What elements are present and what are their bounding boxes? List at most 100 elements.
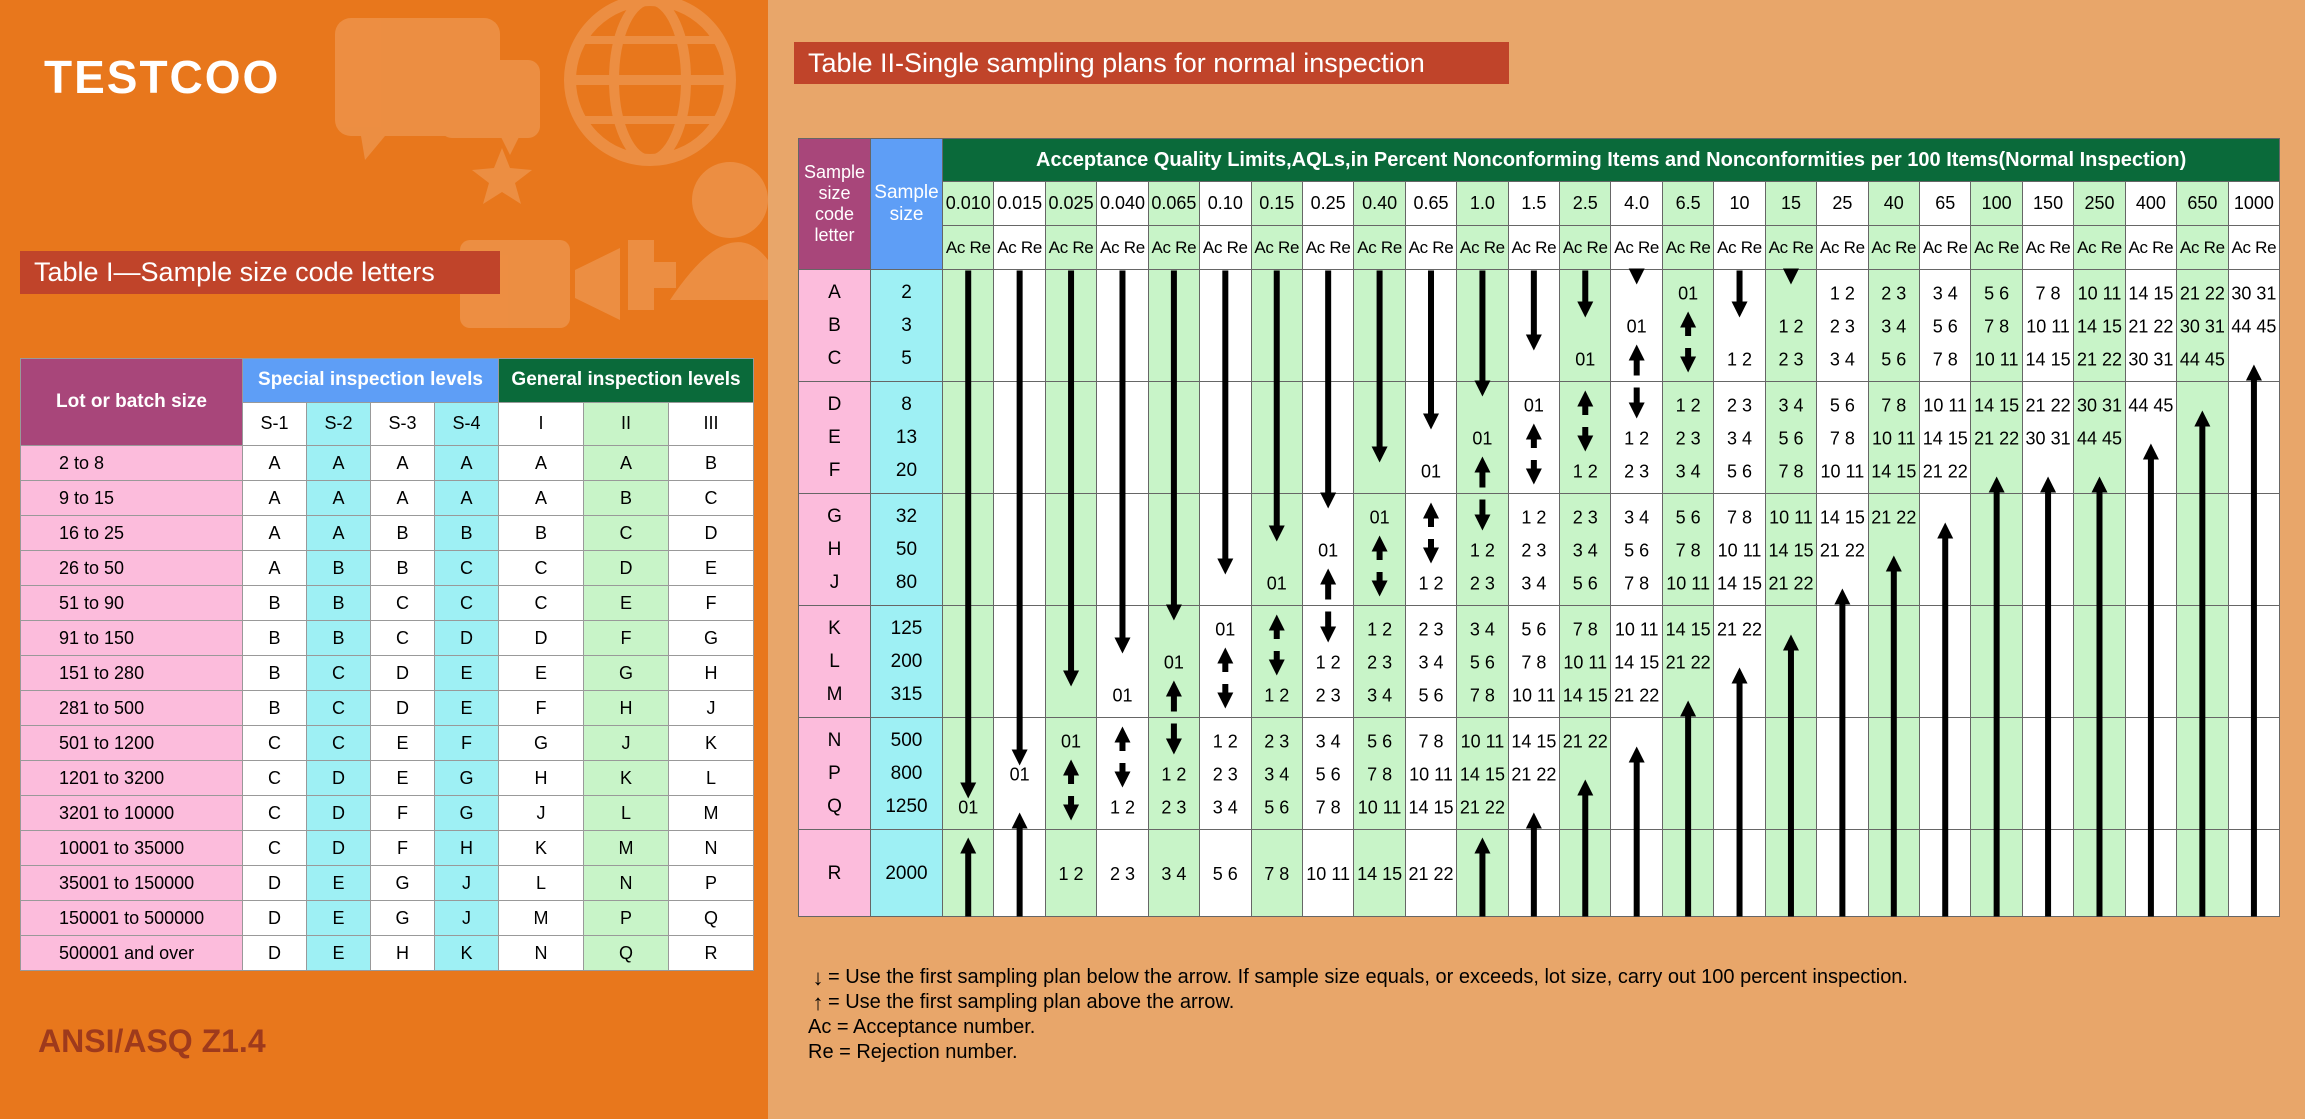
plan-cell xyxy=(1250,493,1303,606)
aql-value-cell: 25 xyxy=(1816,181,1869,226)
plan-cell xyxy=(1713,493,1766,606)
code-letter: C xyxy=(827,348,842,369)
code-letter-cell: G xyxy=(434,795,499,831)
code-letter-cell: N xyxy=(668,830,754,866)
plan-cell xyxy=(1507,381,1561,494)
code-letter-cell: B xyxy=(583,480,669,516)
lot-size-cell: 91 to 150 xyxy=(20,620,243,656)
aql-value-cell: 40 xyxy=(1867,181,1921,226)
plan-cell xyxy=(1661,381,1715,494)
level-header-iii: III xyxy=(668,401,754,446)
code-letter: N xyxy=(827,730,842,751)
code-letter-cell: H xyxy=(668,655,754,691)
plan-cell xyxy=(2176,269,2229,382)
plan-cell xyxy=(1404,829,1458,917)
plan-cell xyxy=(1713,717,1766,830)
lot-size-cell: 500001 and over xyxy=(20,935,243,971)
plan-cell xyxy=(1353,269,1406,382)
code-letter-cell: C xyxy=(370,620,435,656)
code-letter-cell: N xyxy=(498,935,584,971)
plan-cell xyxy=(1096,605,1149,718)
plan-cell xyxy=(2176,493,2229,606)
plan-cell xyxy=(993,717,1046,830)
code-letter-cell: G xyxy=(498,725,584,761)
plan-cell xyxy=(2073,269,2126,382)
plan-cell xyxy=(1713,381,1766,494)
lot-size-cell: 2 to 8 xyxy=(20,445,243,481)
code-letter-cell: E xyxy=(306,865,371,901)
plan-cell xyxy=(2176,605,2229,718)
code-letter-cell: E xyxy=(434,690,499,726)
plan-cell xyxy=(1044,605,1098,718)
plan-cell xyxy=(1250,381,1303,494)
plan-cell xyxy=(2227,717,2281,830)
aql-header: Acceptance Quality Limits,AQLs,in Percen… xyxy=(941,138,2281,182)
code-letter-cell: E xyxy=(370,760,435,796)
lot-size-cell: 281 to 500 xyxy=(20,690,243,726)
code-letter-cell: C xyxy=(434,585,499,621)
sample-sizes-cell: 2 3 5 xyxy=(870,269,943,382)
table2-title: Table II-Single sampling plans for norma… xyxy=(794,42,1509,84)
table-row: 281 to 500 B C D E F H J xyxy=(20,690,754,726)
aql-value-cell: 0.25 xyxy=(1301,181,1355,226)
code-letter-cell: B xyxy=(370,515,435,551)
plan-cell xyxy=(1867,605,1921,718)
plan-cell xyxy=(1456,381,1509,494)
code-letter-cell: C xyxy=(306,655,371,691)
ac-re-label-cell: Ac Re xyxy=(2227,225,2281,270)
code-letter-cell: A xyxy=(370,445,435,481)
code-letter-cell: D xyxy=(370,655,435,691)
aql-value-cell: 0.10 xyxy=(1199,181,1252,226)
code-letter-cell: J xyxy=(583,725,669,761)
sample-size: 2 xyxy=(901,282,912,303)
level-header-i: I xyxy=(498,401,584,446)
plan-cell xyxy=(1764,269,1818,382)
plan-cell xyxy=(941,493,995,606)
sample-size: 1250 xyxy=(885,796,928,817)
plan-cell xyxy=(1456,269,1509,382)
code-letter-cell: Q xyxy=(668,900,754,936)
code-letter-cell: B xyxy=(242,655,307,691)
plan-cell xyxy=(2227,381,2281,494)
plan-cell xyxy=(1250,269,1303,382)
code-letter-cell: A xyxy=(583,445,669,481)
plan-cell xyxy=(1147,381,1201,494)
level-header-ii: II xyxy=(583,401,669,446)
plan-group-row: G H J 32 50 80 xyxy=(798,493,2281,606)
table-row: 26 to 50 A B B C C D E xyxy=(20,550,754,586)
code-letter-cell: G xyxy=(668,620,754,656)
legend-note: Re = Rejection number. xyxy=(808,1040,1908,1065)
ac-re-label-cell: Ac Re xyxy=(2073,225,2126,270)
aql-value-cell: 0.15 xyxy=(1250,181,1303,226)
down-arrow-icon: ↓ xyxy=(812,965,824,990)
ac-re-label-cell: Ac Re xyxy=(1147,225,1201,270)
plan-cell xyxy=(2227,605,2281,718)
code-letter-cell: D xyxy=(668,515,754,551)
code-letter-table: Lot or batch size Special inspection lev… xyxy=(20,358,754,971)
ac-re-label-cell: Ac Re xyxy=(1507,225,1561,270)
plan-cell xyxy=(2073,493,2126,606)
code-letter-cell: M xyxy=(668,795,754,831)
code-letter-cell: C xyxy=(242,830,307,866)
table-row: 16 to 25 A A B B B C D xyxy=(20,515,754,551)
aql-value-cell: 6.5 xyxy=(1661,181,1715,226)
plan-cell xyxy=(993,605,1046,718)
plan-cell xyxy=(1044,381,1098,494)
table-row: 10001 to 35000 C D F H K M N xyxy=(20,830,754,866)
code-letter-cell: C xyxy=(242,795,307,831)
plan-cell xyxy=(1816,269,1869,382)
plan-cell xyxy=(1661,829,1715,917)
plan-group-row: K L M 125 200 315 xyxy=(798,605,2281,718)
ac-re-label-cell: Ac Re xyxy=(1713,225,1766,270)
code-letter-cell: A xyxy=(498,480,584,516)
lot-size-cell: 51 to 90 xyxy=(20,585,243,621)
plan-cell xyxy=(2227,269,2281,382)
plan-cell xyxy=(2073,717,2126,830)
aql-value-cell: 250 xyxy=(2073,181,2126,226)
ac-re-label-cell: Ac Re xyxy=(1559,225,1612,270)
plan-cell xyxy=(1353,717,1406,830)
plan-cell xyxy=(2124,605,2178,718)
plan-cell xyxy=(1456,717,1509,830)
